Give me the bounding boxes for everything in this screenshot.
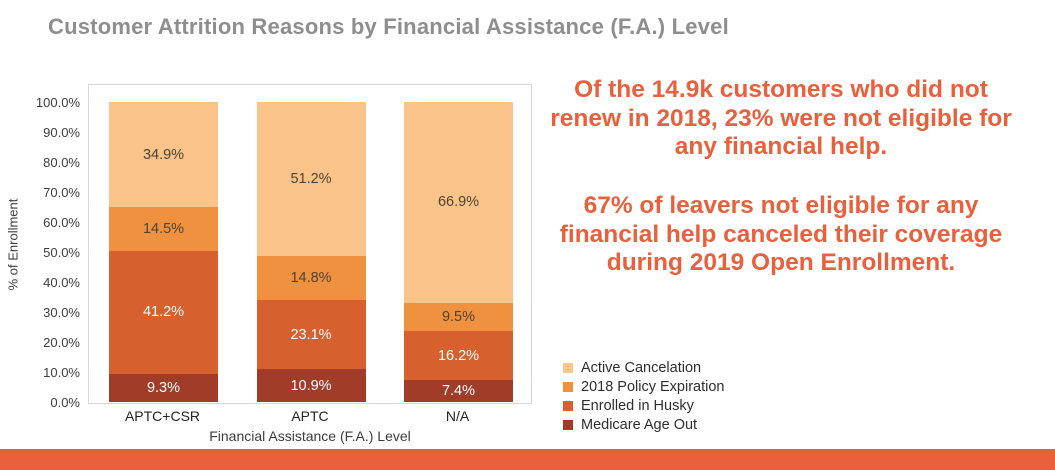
legend-swatch-icon [563, 362, 573, 373]
legend: Active Cancelation 2018 Policy Expiration… [563, 358, 724, 434]
stacked-bar-n-a: 7.4% 16.2% 9.5% 66.9% [404, 102, 513, 402]
segment-value-label: 34.9% [142, 146, 185, 163]
legend-swatch-icon [563, 381, 573, 392]
bar-segment: 14.5% [109, 207, 218, 251]
callout-paragraph-1: Of the 14.9k customers who did not renew… [550, 76, 1012, 161]
legend-item: 2018 Policy Expiration [563, 377, 724, 396]
segment-value-label: 16.2% [437, 347, 480, 364]
segment-value-label: 66.9% [437, 194, 480, 211]
bar-segment: 51.2% [256, 102, 366, 256]
x-axis-title: Financial Assistance (F.A.) Level [209, 428, 411, 444]
legend-label: Active Cancelation [581, 359, 702, 376]
y-tick-label: 50.0% [43, 245, 80, 260]
x-tick-label: APTC+CSR [124, 408, 201, 424]
stacked-bar-aptc: 10.9% 23.1% 14.8% 51.2% [256, 102, 366, 402]
y-tick-label: 10.0% [43, 365, 80, 380]
legend-item: Medicare Age Out [563, 415, 724, 434]
bar-segment: 7.4% [404, 379, 513, 402]
segment-value-label: 14.5% [142, 220, 185, 237]
segment-value-label: 9.3% [146, 380, 181, 397]
bar-segment: 10.9% [256, 369, 366, 402]
bar-segment: 9.3% [109, 374, 218, 402]
segment-value-label: 23.1% [290, 326, 332, 343]
plot-area: 9.3% 41.2% 14.5% 34.9% 10.9% 23.1% 14.8% 51.2% 7… [88, 84, 532, 404]
bar-segment: 14.8% [256, 255, 366, 301]
legend-item: Active Cancelation [563, 358, 724, 377]
x-tick-label: APTC [291, 408, 329, 424]
stacked-bar-aptc-csr: 9.3% 41.2% 14.5% 34.9% [109, 102, 218, 402]
segment-value-label: 10.9% [290, 377, 332, 394]
y-tick-label: 0.0% [50, 395, 80, 410]
legend-item: Enrolled in Husky [563, 396, 724, 415]
x-tick-label: N/A [445, 408, 470, 424]
footer-accent-bar [0, 449, 1055, 470]
y-tick-label: 30.0% [43, 305, 80, 320]
legend-label: 2018 Policy Expiration [581, 378, 725, 395]
y-tick-label: 40.0% [43, 275, 80, 290]
page-title: Customer Attrition Reasons by Financial … [48, 14, 729, 39]
callout-block: Of the 14.9k customers who did not renew… [546, 76, 1016, 308]
y-tick-label: 80.0% [43, 155, 80, 170]
y-axis-ticks: 0.0% 10.0% 20.0% 30.0% 40.0% 50.0% 60.0% 70.0% 8… [0, 84, 84, 410]
bar-segment: 23.1% [256, 300, 366, 370]
x-axis-ticks: APTC+CSR APTC N/A [88, 408, 532, 426]
y-tick-label: 100.0% [35, 95, 80, 110]
legend-label: Enrolled in Husky [581, 397, 694, 414]
segment-value-label: 9.5% [441, 308, 476, 325]
bar-segment: 66.9% [404, 102, 513, 303]
segment-value-label: 7.4% [441, 382, 476, 399]
segment-value-label: 41.2% [142, 304, 185, 321]
segment-value-label: 51.2% [290, 170, 332, 187]
callout-paragraph-2: 67% of leavers not eligible for any fina… [559, 191, 1003, 277]
bar-segment: 34.9% [109, 102, 218, 208]
y-tick-label: 70.0% [43, 185, 80, 200]
segment-value-label: 14.8% [290, 269, 332, 286]
bar-segment: 9.5% [404, 302, 513, 332]
legend-swatch-icon [563, 400, 573, 411]
y-tick-label: 20.0% [43, 335, 80, 350]
y-tick-label: 90.0% [43, 125, 80, 140]
y-tick-label: 60.0% [43, 215, 80, 230]
legend-swatch-icon [563, 419, 573, 430]
bar-segment: 41.2% [109, 250, 218, 375]
legend-label: Medicare Age Out [581, 416, 698, 433]
bar-segment: 16.2% [404, 331, 513, 380]
